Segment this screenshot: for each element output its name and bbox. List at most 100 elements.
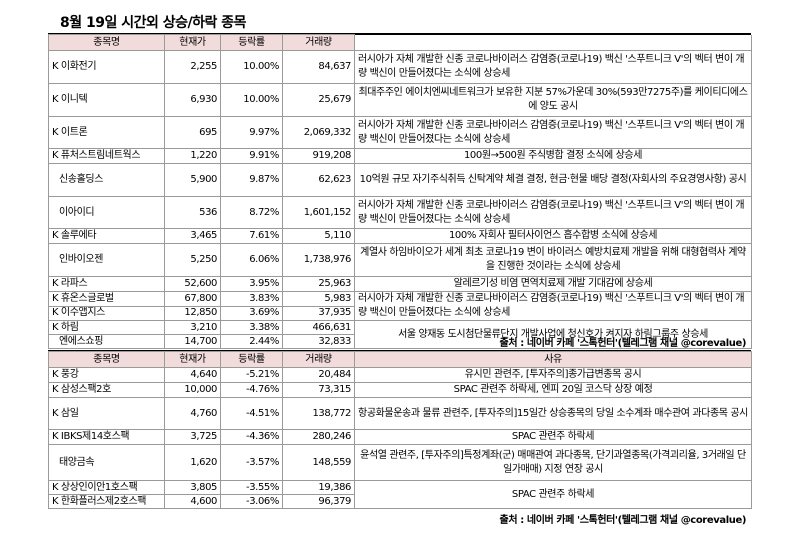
table-row: K 휴온스글로벌 67,800 3.83% 5,983 러시아가 자체 개발한 … [48, 291, 752, 321]
stock-change: 9.87% [220, 163, 283, 197]
col-header-price: 현재가 [164, 34, 221, 51]
stock-name: K 하림 [48, 320, 165, 335]
table-row: K 이화전기 2,255 10.00% 84,637 러시아가 자체 개발한 신… [48, 50, 752, 84]
table-row: K 이니텍 6,930 10.00% 25,679 최대주주인 에이치엔씨네트워… [48, 83, 752, 117]
stock-name: K 삼성스팩2호 [48, 382, 165, 398]
stock-change: -3.55% [220, 480, 283, 495]
stock-name: K 풍강 [48, 367, 165, 383]
stock-price: 3,210 [164, 320, 221, 335]
stock-change: 7.61% [220, 228, 283, 244]
stock-name: K 상상인이안1호스팩 [48, 480, 165, 495]
stock-change: -5.21% [220, 367, 283, 383]
stock-volume: 1,601,152 [282, 196, 355, 229]
stock-volume: 32,833 [282, 334, 355, 349]
stock-price: 4,600 [164, 494, 221, 509]
page-title: 8월 19일 시간외 상승/하락 종목 [60, 15, 247, 31]
stock-volume: 73,315 [282, 382, 355, 398]
stock-name: 태양금속 [48, 444, 165, 481]
stock-volume: 148,559 [282, 444, 355, 481]
stock-reason: 계열사 하임바이오가 세계 최초 코로나19 변이 바이러스 예방치료제 개발을… [354, 243, 752, 277]
stock-name: 인바이오젠 [48, 243, 165, 277]
stock-change: 3.83% [220, 291, 283, 307]
stock-price: 3,725 [164, 429, 221, 445]
stock-price: 14,700 [164, 334, 221, 349]
stock-volume: 280,246 [282, 429, 355, 445]
stock-name: 신송홀딩스 [48, 163, 165, 197]
stock-price: 52,600 [164, 276, 221, 292]
stock-name: K 삼일 [48, 397, 165, 430]
stock-volume: 5,983 [282, 291, 355, 307]
stock-change: 10.00% [220, 50, 283, 84]
stock-change: 2.44% [220, 334, 283, 349]
table-row: K 한화플러스제2호스팩 4,600 -3.06% 96,379 [48, 494, 752, 509]
stock-volume: 25,679 [282, 83, 355, 117]
stock-reason: SPAC 관련주 하락세 [354, 429, 752, 445]
stock-price: 3,465 [164, 228, 221, 244]
col-header-name: 종목명 [48, 34, 165, 51]
stock-name: K 이화전기 [48, 50, 165, 84]
stock-reason: 100원→500원 주식병합 결정 소식에 상승세 [354, 148, 752, 164]
table-row: K 라파스 52,600 3.95% 25,963 알레르기성 비염 면역치료제… [48, 276, 752, 292]
stock-name: 이아이디 [48, 196, 165, 229]
stock-change: -4.51% [220, 397, 283, 430]
stock-change: 9.91% [220, 148, 283, 164]
table-row: K 퓨처스트림네트웍스 1,220 9.91% 919,208 100원→500… [48, 148, 752, 164]
col-header-change: 등락률 [220, 351, 283, 368]
stock-volume: 919,208 [282, 148, 355, 164]
stock-reason: 러시아가 자체 개발한 신종 코로나바이러스 감염증(코로나19) 백신 '스푸… [354, 291, 752, 321]
table-row: K 삼일 4,760 -4.51% 138,772 항공화물운송과 물류 관련주… [48, 397, 752, 430]
stock-volume: 5,110 [282, 228, 355, 244]
stock-price: 1,620 [164, 444, 221, 481]
stock-name: K 라파스 [48, 276, 165, 292]
table-row: 태양금속 1,620 -3.57% 148,559 윤석열 관련주, [투자주의… [48, 444, 752, 481]
table-top-rule [48, 33, 751, 35]
stock-change: 10.00% [220, 83, 283, 117]
stock-name: K 이니텍 [48, 83, 165, 117]
stock-volume: 2,069,332 [282, 116, 355, 149]
col-header-volume: 거래량 [282, 34, 355, 51]
stock-volume: 62,623 [282, 163, 355, 197]
stock-name: K 퓨처스트림네트웍스 [48, 148, 165, 164]
stock-price: 4,640 [164, 367, 221, 383]
stock-price: 12,850 [164, 305, 221, 321]
stock-reason: SPAC 관련주 하락세, 엔피 20일 코스닥 상장 예정 [354, 382, 752, 398]
stock-change: -3.06% [220, 494, 283, 509]
stock-name: K 이수앱지스 [48, 305, 165, 321]
stock-reason: 러시아가 자체 개발한 신종 코로나바이러스 감염증(코로나19) 백신 '스푸… [354, 196, 752, 229]
stock-change: -3.57% [220, 444, 283, 481]
source-caption: 출처 : 네이버 카페 '스톡헌터'(텔레그램 채널 @corevalue) [499, 515, 747, 526]
stock-change: -4.76% [220, 382, 283, 398]
table-row: K 풍강 4,640 -5.21% 20,484 유시민 관련주, [투자주의]… [48, 367, 752, 383]
table-row: 엔에스쇼핑 14,700 2.44% 32,833 [48, 334, 752, 349]
stock-price: 67,800 [164, 291, 221, 307]
stock-price: 1,220 [164, 148, 221, 164]
col-header-volume: 거래량 [282, 351, 355, 368]
stock-name: 엔에스쇼핑 [48, 334, 165, 349]
stock-change: 3.95% [220, 276, 283, 292]
stock-reason: 윤석열 관련주, [투자주의]특정계좌(군) 매매관여 과다종목, 단기과열종목… [354, 444, 752, 481]
gainers-table: 종목명 현재가 등락률 거래량 K 이화전기 2,255 10.00% 84,6… [48, 34, 752, 349]
stock-volume: 84,637 [282, 50, 355, 84]
source-caption: 출처 : 네이버 카페 '스톡헌터'(텔레그램 채널 @corevalue) [499, 338, 747, 349]
stock-change: 6.06% [220, 243, 283, 277]
stock-reason: 최대주주인 에이치엔씨네트워크가 보유한 지분 57%가운데 30%(593만7… [354, 83, 752, 117]
stock-name: K IBKS제14호스팩 [48, 429, 165, 445]
stock-reason: 10억원 규모 자기주식취득 신탁계약 체결 결정, 현금·현물 배당 결정(자… [354, 163, 752, 197]
stock-price: 5,250 [164, 243, 221, 277]
col-header-change: 등락률 [220, 34, 283, 51]
stock-price: 10,000 [164, 382, 221, 398]
col-header-reason: 사유 [354, 351, 752, 368]
stock-name: K 휴온스글로벌 [48, 291, 165, 307]
table-row: K 상상인이안1호스팩 3,805 -3.55% 19,386 SPAC 관련주… [48, 480, 752, 509]
stock-price: 695 [164, 116, 221, 149]
stock-volume: 25,963 [282, 276, 355, 292]
stock-volume: 96,379 [282, 494, 355, 509]
stock-price: 6,930 [164, 83, 221, 117]
table-row: 신송홀딩스 5,900 9.87% 62,623 10억원 규모 자기주식취득 … [48, 163, 752, 197]
table-row: K 솔루에타 3,465 7.61% 5,110 100% 자회사 필터사이언스… [48, 228, 752, 244]
stock-reason: 러시아가 자체 개발한 신종 코로나바이러스 감염증(코로나19) 백신 '스푸… [354, 50, 752, 84]
stock-price: 3,805 [164, 480, 221, 495]
stock-change: 9.97% [220, 116, 283, 149]
table-row: K 이트론 695 9.97% 2,069,332 러시아가 자체 개발한 신종… [48, 116, 752, 149]
stock-volume: 466,631 [282, 320, 355, 335]
